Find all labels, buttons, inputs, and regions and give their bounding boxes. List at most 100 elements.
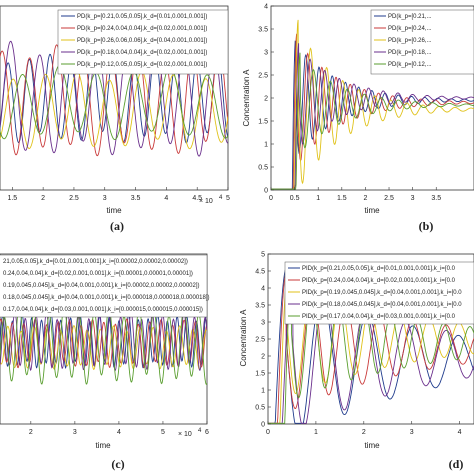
panel-a-label: (a) — [110, 219, 124, 233]
x-tick-label: 1 — [316, 195, 320, 202]
panel-a-chart: PD(k_p=[0.21,0.05,0.05],k_d=[0.01,0.001,… — [0, 5, 230, 233]
legend-entry: PD(k_p=[0.18,... — [388, 50, 432, 56]
y-tick-label: 0 — [264, 188, 268, 195]
y-tick-label: 0.5 — [255, 405, 265, 412]
legend-entry: PD(k_p=[0.21,0.05,0.05],k_d=[0.01,0.001,… — [77, 14, 207, 20]
x-tick-label: 5 — [226, 195, 230, 202]
x-tick-label: 3 — [410, 429, 414, 436]
legend-entry: PD(k_p=[0.24,0.04,0.04],k_d=[0.02,0.001,… — [77, 26, 207, 32]
legend-entry: 0.19,0.045,0.045],k_d=[0.04,0.001,0.001]… — [3, 283, 200, 289]
panel-d-ylabel: Concentration A — [239, 309, 248, 367]
legend-entry: PD(k_p=[0.18,0.04,0.04],k_d=[0.02,0.001,… — [77, 50, 207, 56]
panel-c-label: (c) — [111, 457, 124, 471]
x-tick-label: 1.5 — [337, 195, 347, 202]
y-tick-label: 1 — [264, 142, 268, 149]
y-tick-label: 3.5 — [258, 27, 268, 34]
y-tick-label: 5 — [261, 252, 265, 259]
y-tick-label: 2.5 — [255, 337, 265, 344]
x-tick-label: 6 — [205, 429, 209, 436]
x-tick-label: 3 — [411, 195, 415, 202]
series-line-5 — [0, 65, 228, 141]
series-line-4 — [0, 310, 207, 372]
x-tick-label: 3 — [73, 429, 77, 436]
panel-c-x-exponent: × 10 — [178, 431, 192, 438]
legend-entry: PID(k_p=[0.19,0.045,0.045],k_d=[0.04,0.0… — [302, 290, 462, 296]
x-tick-label: 5 — [161, 429, 165, 436]
panel-d-chart: PID(k_p=[0.21,0.05,0.05],k_d=[0.01,0.001… — [239, 252, 474, 471]
series-line-5 — [271, 52, 474, 190]
y-tick-label: 2.5 — [258, 73, 268, 80]
x-tick-label: 3 — [103, 195, 107, 202]
x-tick-label: 4 — [117, 429, 121, 436]
series-line-1 — [271, 40, 474, 190]
x-tick-label: 2 — [363, 195, 367, 202]
legend-entry: PID(k_p=[0.21,0.05,0.05],k_d=[0.01,0.001… — [302, 266, 456, 272]
legend-entry: PD(k_p=[0.12,0.05,0.05],k_d=[0.02,0.001,… — [77, 62, 207, 68]
legend-entry: 21,0.05,0.05],k_d=[0.01,0.001,0.001],k_i… — [3, 259, 188, 265]
y-tick-label: 2 — [264, 96, 268, 103]
series-line-5 — [268, 281, 474, 424]
series-line-2 — [268, 274, 474, 424]
panel-b-xlabel: time — [364, 206, 380, 215]
y-tick-label: 4.5 — [255, 269, 265, 276]
x-tick-label: 2 — [41, 195, 45, 202]
legend-entry: PD(k_p=[0.24,... — [388, 26, 432, 32]
legend-box — [284, 261, 474, 325]
legend-entry: PID(k_p=[0.24,0.04,0.04],k_d=[0.02,0.001… — [302, 278, 456, 284]
x-tick-label: 4.5 — [192, 195, 202, 202]
legend-entry: 0.24,0.04,0.04],k_d=[0.02,0.001,0.001],k… — [3, 271, 193, 277]
series-group — [0, 305, 207, 386]
x-tick-label: 0.5 — [290, 195, 300, 202]
legend-entry: PID(k_p=[0.18,0.045,0.045],k_d=[0.04,0.0… — [302, 302, 462, 308]
x-tick-label: 3.5 — [431, 195, 441, 202]
legend-entry: PD(k_p=[0.26,0.06,0.06],k_d=[0.04,0.001,… — [77, 38, 207, 44]
x-tick-label: 0 — [269, 195, 273, 202]
y-tick-label: 0 — [261, 422, 265, 429]
y-tick-label: 1 — [261, 388, 265, 395]
series-line-4 — [0, 39, 228, 157]
x-tick-label: 0 — [266, 429, 270, 436]
panel-a-xlabel: time — [106, 206, 122, 215]
panel-c-chart: 21,0.05,0.05],k_d=[0.01,0.001,0.001],k_i… — [0, 253, 210, 471]
legend-entry: PD(k_p=[0.21,... — [388, 14, 432, 20]
y-tick-label: 3 — [261, 320, 265, 327]
panel-d-label: (d) — [449, 457, 464, 471]
x-tick-label: 2.5 — [69, 195, 79, 202]
panel-a-x-exponent: × 10 — [199, 198, 213, 205]
legend-entry: 0.18,0.045,0.045],k_d=[0.04,0.001,0.001]… — [3, 295, 210, 301]
y-tick-label: 1.5 — [258, 119, 268, 126]
x-tick-label: 1 — [314, 429, 318, 436]
panel-b-chart: PD(k_p=[0.21,... PD(k_p=[0.24,... PD(k_p=[… — [242, 4, 474, 233]
panel-c-xlabel: time — [95, 441, 111, 450]
y-tick-label: 3.5 — [255, 303, 265, 310]
panel-c-frame — [0, 253, 208, 425]
y-tick-label: 4 — [264, 4, 268, 11]
legend-entry: PD(k_p=[0.12,... — [388, 62, 432, 68]
legend-box — [370, 9, 474, 75]
series-group — [271, 19, 474, 190]
x-tick-label: 4 — [458, 429, 462, 436]
y-tick-label: 3 — [264, 50, 268, 57]
legend-box — [0, 254, 208, 318]
y-tick-label: 1.5 — [255, 371, 265, 378]
x-tick-label: 4 — [164, 195, 168, 202]
x-tick-label: 2 — [29, 429, 33, 436]
panel-a-frame — [0, 5, 229, 191]
series-line-4 — [268, 269, 474, 424]
series-line-3 — [0, 70, 228, 150]
panel-a-x-exponent-power: 4 — [219, 195, 223, 201]
y-tick-label: 4 — [261, 286, 265, 293]
y-tick-label: 0.5 — [258, 165, 268, 172]
panel-c-x-exponent-power: 4 — [198, 428, 202, 434]
panel-d-xlabel: time — [364, 441, 380, 450]
x-tick-label: 1.5 — [7, 195, 17, 202]
panel-b-label: (b) — [419, 219, 434, 233]
series-line-2 — [271, 33, 474, 190]
legend-box — [57, 9, 229, 75]
legend-entry: 0.17,0.04,0.04],k_d=[0.03,0.001,0.001],k… — [3, 307, 203, 313]
legend-entry: PD(k_p=[0.26,... — [388, 38, 432, 44]
x-tick-label: 3.5 — [131, 195, 141, 202]
panel-b-ylabel: Concentration A — [242, 69, 251, 127]
series-line-4 — [271, 43, 474, 190]
